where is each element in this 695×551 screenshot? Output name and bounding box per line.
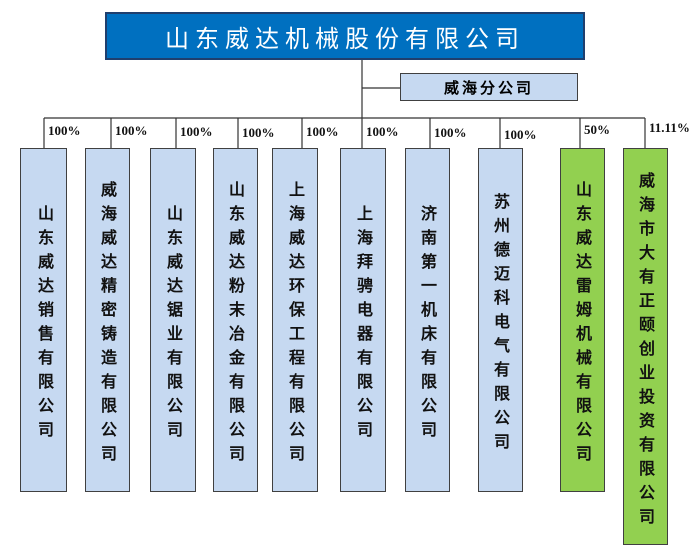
share-label: 100% [242,125,275,140]
subsidiary-box: 山东威达雷姆机械有限公司 [560,148,605,492]
share-label: 100% [48,123,81,138]
share-label: 100% [434,125,467,140]
subsidiary-box: 济南第一机床有限公司 [405,148,450,492]
share-label: 100% [366,124,399,139]
subsidiary-box: 威海市大有正颐创业投资有限公司 [623,148,668,545]
subsidiary-box: 山东威达锯业有限公司 [150,148,196,492]
share-label: 50% [584,122,610,137]
parent-company: 山东威达机械股份有限公司 [105,12,585,60]
subsidiary-box: 山东威达销售有限公司 [20,148,67,492]
branch-office: 威海分公司 [400,73,578,101]
subsidiary-box: 苏州德迈科电气有限公司 [478,148,523,492]
share-label: 11.11% [649,120,690,135]
share-label: 100% [504,127,537,142]
subsidiary-box: 山东威达粉末冶金有限公司 [213,148,258,492]
share-label: 100% [180,124,213,139]
subsidiary-box: 上海威达环保工程有限公司 [272,148,318,492]
share-label: 100% [306,124,339,139]
share-label: 100% [115,123,148,138]
subsidiary-box: 上海拜骋电器有限公司 [340,148,386,492]
subsidiary-box: 威海威达精密铸造有限公司 [85,148,130,492]
